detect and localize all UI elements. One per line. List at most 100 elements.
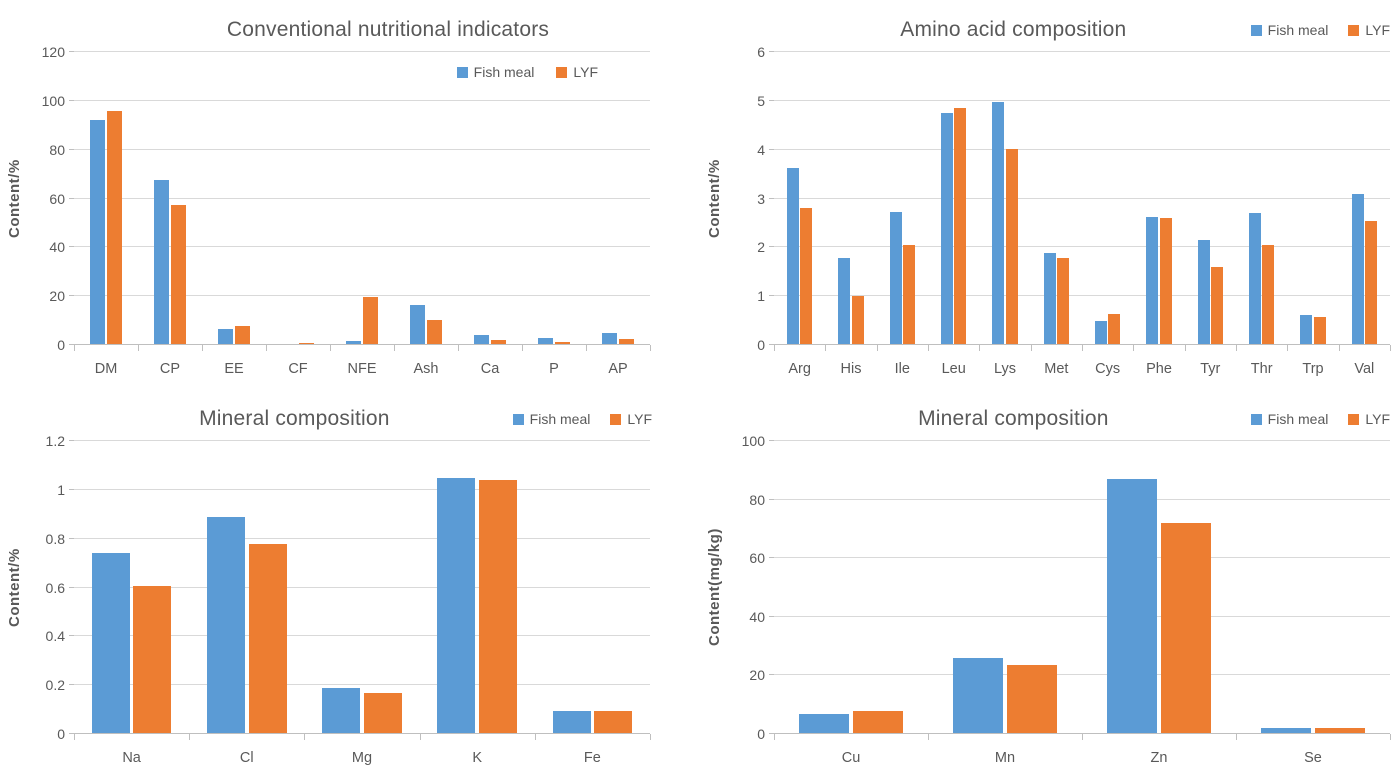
- bar-fish-meal: [474, 335, 490, 345]
- y-tick-label: 0.6: [45, 579, 65, 596]
- legend-label: LYF: [1365, 22, 1390, 38]
- chart-header: Mineral composition Fish meal LYF: [706, 397, 1400, 441]
- bar-fish-meal: [154, 180, 170, 345]
- bar-group: [774, 52, 825, 345]
- x-category-label: CP: [159, 361, 181, 377]
- bar-lyf: [1005, 148, 1018, 345]
- y-axis-tick: [769, 197, 774, 199]
- x-category-label: AP: [608, 361, 628, 377]
- gridline: [74, 148, 650, 150]
- bar-lyf: [170, 204, 186, 345]
- y-tick-label: 100: [741, 433, 765, 449]
- legend-item-fish-meal: Fish meal: [1250, 411, 1328, 427]
- gridline: [74, 684, 650, 686]
- x-axis-tick: [1236, 734, 1237, 740]
- bar-group: [825, 52, 876, 345]
- y-axis-ticks: 0 1 2 3 4 5 6: [732, 44, 774, 353]
- gridline: [774, 99, 1390, 101]
- fish-meal-swatch-icon: [456, 66, 468, 78]
- bar-group: [420, 441, 535, 734]
- x-category-label: Mg: [351, 750, 373, 766]
- y-tick-label: 80: [749, 491, 765, 508]
- y-tick-label: 1.2: [45, 433, 65, 449]
- bar-fish-meal: [1261, 728, 1311, 734]
- gridline: [74, 344, 650, 345]
- legend-item-lyf: LYF: [1348, 411, 1390, 427]
- x-category-label: Zn: [1150, 750, 1168, 766]
- legend-label: Fish meal: [529, 411, 591, 427]
- bar-lyf: [594, 710, 633, 734]
- bar-group: [1236, 441, 1390, 734]
- bar-fish-meal: [602, 333, 618, 345]
- y-axis-tick: [69, 488, 74, 490]
- bar-fish-meal: [1249, 213, 1261, 345]
- bar-group: [586, 52, 650, 345]
- bar-group: [979, 52, 1030, 345]
- gridline: [774, 498, 1390, 500]
- bar-fish-meal: [787, 167, 799, 345]
- bar-fish-meal: [838, 258, 851, 345]
- gridline: [74, 99, 650, 101]
- y-axis-tick: [769, 615, 774, 617]
- x-axis-tick: [522, 345, 523, 351]
- y-axis-tick: [769, 99, 774, 101]
- gridline: [774, 246, 1390, 248]
- x-category-label: Ash: [413, 361, 439, 377]
- x-category-label: Na: [122, 750, 141, 766]
- y-tick-label: 5: [757, 92, 765, 109]
- x-axis-tick: [1082, 734, 1083, 740]
- x-axis-tick: [1236, 345, 1237, 351]
- legend-item-lyf: LYF: [610, 411, 652, 427]
- y-tick-label: 40: [749, 608, 765, 625]
- bar-lyf: [618, 339, 634, 345]
- chart-title: Mineral composition: [199, 407, 390, 430]
- bar-group: [1082, 52, 1133, 345]
- x-axis-tick: [1133, 345, 1135, 351]
- x-category-label: Val: [1354, 361, 1375, 377]
- y-axis-tick: [69, 586, 74, 588]
- bar-lyf: [1262, 245, 1275, 345]
- gridline: [774, 440, 1390, 441]
- x-axis-tick: [419, 734, 421, 740]
- x-category-label: Cl: [239, 750, 254, 766]
- bar-lyf: [106, 110, 122, 345]
- x-category-label: Fe: [583, 750, 601, 766]
- bar-fish-meal: [90, 120, 106, 345]
- y-axis-ticks: 0 20 40 60 80 100: [732, 433, 774, 742]
- x-axis-tick: [1184, 345, 1186, 351]
- gridline: [774, 295, 1390, 297]
- x-axis-tick: [774, 345, 775, 351]
- bar-group: [74, 52, 138, 345]
- y-axis-tick: [769, 344, 774, 345]
- chart-body: Content/% 0 20 40 60 80 100 120 Fish meal LYF …: [6, 44, 700, 377]
- bar-lyf: [954, 107, 967, 345]
- legend-item-fish-meal: Fish meal: [512, 411, 591, 427]
- y-axis-tick: [769, 557, 774, 559]
- chart-header: Conventional nutritional indicators: [6, 8, 700, 52]
- legend: Fish meal LYF: [1250, 22, 1390, 38]
- x-category-label: Ile: [894, 361, 910, 377]
- x-axis-tick: [138, 345, 139, 351]
- bar-group: [1185, 52, 1236, 345]
- bar-lyf: [853, 710, 903, 734]
- plot-area: Arg His Ile Leu Lys Met Cys Phe Tyr Thr Trp Val: [769, 51, 1391, 377]
- y-axis-tick: [769, 295, 774, 297]
- x-axis-tick: [1390, 734, 1391, 740]
- y-axis-tick: [69, 537, 74, 539]
- y-tick-label: 1: [757, 288, 765, 305]
- bar-fish-meal: [346, 341, 362, 345]
- y-axis-tick: [69, 733, 74, 734]
- bar-fish-meal: [91, 553, 130, 734]
- y-axis-tick: [69, 99, 74, 101]
- bar-lyf: [1007, 665, 1057, 734]
- bar-lyf: [1313, 317, 1326, 345]
- bar-lyf: [554, 342, 570, 345]
- y-tick-label: 0: [757, 726, 765, 742]
- bar-fish-meal: [953, 657, 1003, 734]
- legend-label: Fish meal: [473, 64, 535, 80]
- x-axis-tick: [650, 734, 651, 740]
- bar-group: [877, 52, 928, 345]
- x-axis-tick: [330, 345, 331, 351]
- legend-label: LYF: [573, 64, 598, 80]
